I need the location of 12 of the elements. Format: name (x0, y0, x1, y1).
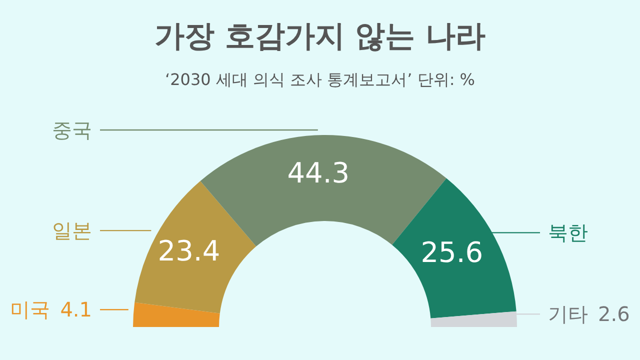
data-label: 44.3 (287, 156, 350, 190)
chart-title: 가장 호감가지 않는 나라 (153, 18, 487, 56)
chart-subtitle: ‘2030 세대 의식 조사 통계보고서’ 단위: % (164, 70, 476, 91)
data-label: 23.4 (158, 234, 220, 268)
slice-label: 미국 (10, 298, 50, 322)
data-label: 4.1 (60, 298, 92, 322)
slice-label: 일본 (52, 218, 92, 243)
slice-label: 북한 (548, 220, 588, 245)
slice-label: 중국 (52, 118, 92, 142)
data-label: 25.6 (420, 236, 484, 270)
slice-label: 기타 (548, 302, 588, 326)
data-label: 2.6 (598, 302, 630, 326)
